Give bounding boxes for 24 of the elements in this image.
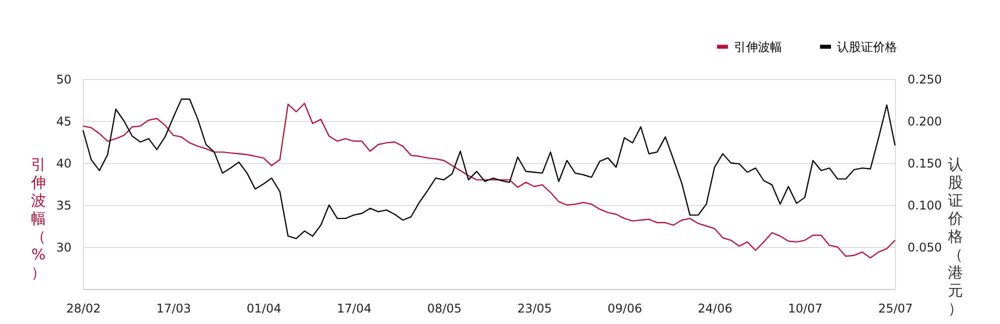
- y-axis-title: 引伸波幅（%）: [30, 156, 46, 282]
- y-tick-label: 30: [56, 240, 72, 254]
- y2-tick-label: 0.050: [908, 240, 942, 254]
- legend-label: 认股证价格: [837, 40, 897, 54]
- x-tick-label: 17/04: [336, 302, 372, 316]
- legend-label: 引伸波幅: [734, 40, 782, 54]
- x-tick-label: 10/07: [788, 302, 823, 316]
- x-tick-label: 23/05: [517, 302, 552, 316]
- x-tick-label: 01/04: [246, 302, 282, 316]
- x-tick-label: 08/05: [427, 302, 462, 316]
- x-tick-label: 09/06: [608, 302, 642, 316]
- text: 认股证价格（港元）: [948, 156, 963, 318]
- y2-tick-label: 0.150: [908, 156, 942, 170]
- x-tick-label: 28/02: [66, 302, 101, 316]
- y-tick-label: 50: [56, 72, 72, 86]
- y-tick-label: 40: [56, 156, 72, 170]
- y2-tick-label: 0.250: [908, 72, 942, 86]
- x-tick-label: 24/06: [698, 302, 732, 316]
- x-tick-label: 17/03: [156, 302, 192, 316]
- y-tick-label: 35: [56, 198, 72, 212]
- y2-tick-label: 0.100: [908, 198, 942, 212]
- y-tick-label: 45: [56, 114, 72, 128]
- y2-tick-label: 0.200: [908, 114, 942, 128]
- x-tick-label: 25/07: [878, 302, 913, 316]
